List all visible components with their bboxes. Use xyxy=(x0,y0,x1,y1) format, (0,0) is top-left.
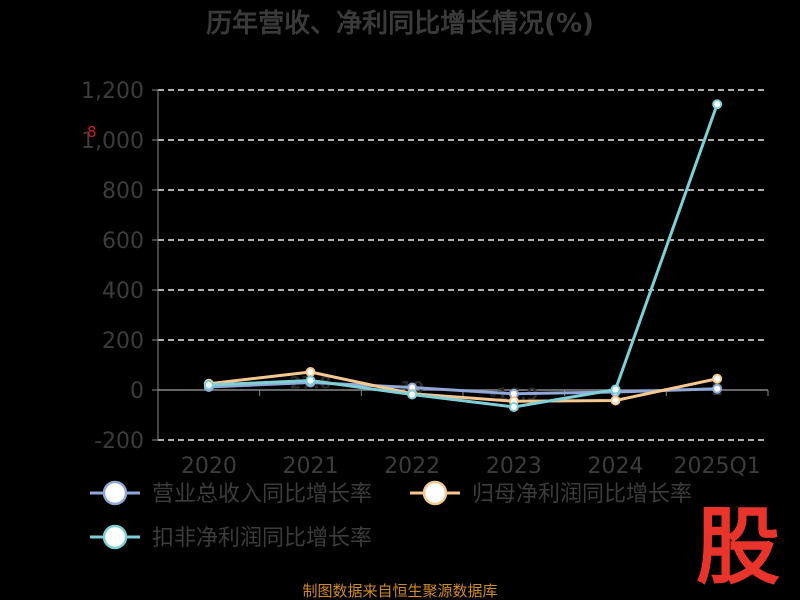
y-tick-label: 600 xyxy=(102,229,144,254)
legend-marker[interactable] xyxy=(422,480,448,506)
annotation-mark: 8 xyxy=(87,123,97,141)
y-tick-label: 400 xyxy=(102,279,144,304)
legend-label[interactable]: 扣非净利润同比增长率 xyxy=(152,526,372,551)
data-point[interactable] xyxy=(610,395,621,406)
y-tick-label: 1,000 xyxy=(81,129,144,154)
data-point[interactable] xyxy=(712,99,723,110)
data-point[interactable] xyxy=(203,380,214,390)
y-tick-label: 1,200 xyxy=(81,79,144,104)
y-tick-label: 800 xyxy=(102,179,144,204)
x-tick-label: 2023 xyxy=(486,454,542,479)
y-tick-label: 0 xyxy=(130,379,144,404)
grid-lines xyxy=(158,89,768,441)
data-point[interactable] xyxy=(407,389,418,400)
series-line-1 xyxy=(208,381,718,396)
x-axis: 2020 2021 2022 2023 2024 2025Q1 xyxy=(157,389,769,479)
x-tick-label: 2021 xyxy=(283,454,339,479)
chart-title: 历年营收、净利同比增长情况(%) xyxy=(206,8,594,39)
series-group xyxy=(203,99,723,412)
source-note: 制图数据来自恒生聚源数据库 xyxy=(302,582,497,600)
y-tick-label: -200 xyxy=(94,429,144,454)
data-point[interactable] xyxy=(305,375,316,386)
legend-marker[interactable] xyxy=(102,524,128,550)
x-tick-label: 2024 xyxy=(588,454,644,479)
x-tick-label: 2020 xyxy=(181,454,237,479)
legend-label[interactable]: 归母净利润同比增长率 xyxy=(472,482,692,507)
legend-marker[interactable] xyxy=(102,480,128,506)
data-point[interactable] xyxy=(712,373,723,384)
data-point[interactable] xyxy=(508,402,519,412)
data-point[interactable] xyxy=(610,384,621,395)
series-line-3 xyxy=(208,103,719,409)
y-tick-label: 200 xyxy=(102,329,144,354)
y-axis: -200 0 200 400 600 800 1,000 1,200 xyxy=(81,79,159,454)
x-tick-label: 2022 xyxy=(384,454,440,479)
legend-label[interactable]: 营业总收入同比增长率 xyxy=(152,482,372,507)
data-point[interactable] xyxy=(712,383,723,394)
x-tick-label: 2025Q1 xyxy=(674,454,761,479)
watermark-logo: 股 xyxy=(696,498,780,596)
series-line-2 xyxy=(208,370,718,403)
data-point[interactable] xyxy=(305,367,316,377)
